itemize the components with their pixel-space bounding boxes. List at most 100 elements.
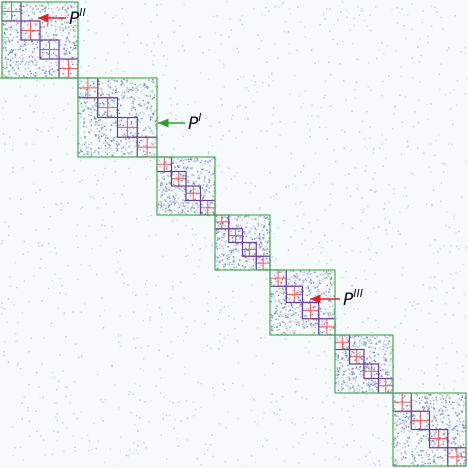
entry <box>462 427 465 429</box>
entry <box>452 314 455 316</box>
entry <box>421 456 423 459</box>
entry <box>193 207 195 209</box>
entry <box>366 357 368 360</box>
entry <box>345 270 347 273</box>
entry <box>185 167 187 170</box>
entry <box>281 314 283 317</box>
entry <box>189 167 192 169</box>
entry <box>268 237 271 239</box>
label: PI <box>188 111 202 134</box>
entry <box>235 137 237 139</box>
entry <box>224 265 226 268</box>
entry <box>177 203 180 205</box>
entry <box>211 245 213 247</box>
entry <box>395 444 398 447</box>
entry <box>277 294 280 297</box>
entry <box>369 339 372 342</box>
entry <box>160 203 163 205</box>
entry <box>393 404 396 407</box>
entry <box>79 122 81 124</box>
entry <box>26 60 28 63</box>
entry <box>208 171 210 173</box>
entry <box>297 306 300 309</box>
entry <box>435 419 437 421</box>
entry <box>25 143 28 145</box>
entry <box>309 273 311 276</box>
entry <box>51 171 53 173</box>
entry <box>258 232 261 235</box>
entry <box>148 234 150 237</box>
entry <box>239 216 241 218</box>
entry <box>253 253 256 255</box>
entry <box>312 248 314 250</box>
entry <box>273 312 276 315</box>
entry <box>183 194 186 197</box>
entry <box>140 90 142 93</box>
entry <box>265 246 268 248</box>
entry <box>390 353 392 355</box>
entry <box>379 464 381 466</box>
entry <box>134 383 136 385</box>
entry <box>117 109 120 111</box>
entry <box>444 313 446 316</box>
entry <box>296 49 298 52</box>
entry <box>427 408 430 411</box>
entry <box>109 104 111 107</box>
entry <box>23 240 26 243</box>
entry <box>114 170 117 173</box>
entry <box>288 185 290 187</box>
entry <box>360 375 362 377</box>
entry <box>15 63 17 66</box>
entry <box>406 393 408 395</box>
entry <box>55 402 58 404</box>
entry <box>184 191 187 193</box>
entry <box>232 296 234 299</box>
entry <box>85 93 87 95</box>
entry <box>359 356 361 359</box>
entry <box>119 249 121 252</box>
entry <box>359 351 361 354</box>
entry <box>278 287 280 290</box>
entry <box>371 346 373 349</box>
entry <box>329 337 331 340</box>
entry <box>365 390 367 392</box>
entry <box>154 110 156 113</box>
entry <box>132 105 134 107</box>
entry <box>402 397 404 399</box>
cluster <box>39 39 60 60</box>
entry <box>109 448 112 450</box>
entry <box>375 343 378 345</box>
super-cluster <box>214 214 271 271</box>
entry <box>242 254 245 257</box>
entry <box>299 300 302 302</box>
entry <box>298 325 300 327</box>
entry <box>11 301 13 304</box>
entry <box>324 18 326 20</box>
entry <box>271 317 274 320</box>
entry <box>153 95 156 97</box>
entry <box>285 309 287 311</box>
label-sup: I <box>198 111 201 124</box>
entry <box>30 75 32 77</box>
entry <box>100 135 103 138</box>
entry <box>366 25 368 27</box>
entry <box>36 80 38 82</box>
entry <box>194 188 196 190</box>
entry <box>73 36 75 38</box>
entry <box>126 79 128 81</box>
entry <box>308 221 310 224</box>
entry <box>287 313 289 316</box>
entry <box>2 47 5 49</box>
entry <box>280 282 282 285</box>
entry <box>72 87 74 89</box>
entry <box>73 412 75 415</box>
entry <box>258 48 260 50</box>
entry <box>403 14 405 16</box>
entry <box>155 139 157 142</box>
entry <box>127 454 129 457</box>
entry <box>393 408 396 410</box>
entry <box>349 355 352 357</box>
entry <box>67 73 69 75</box>
entry <box>134 83 136 86</box>
